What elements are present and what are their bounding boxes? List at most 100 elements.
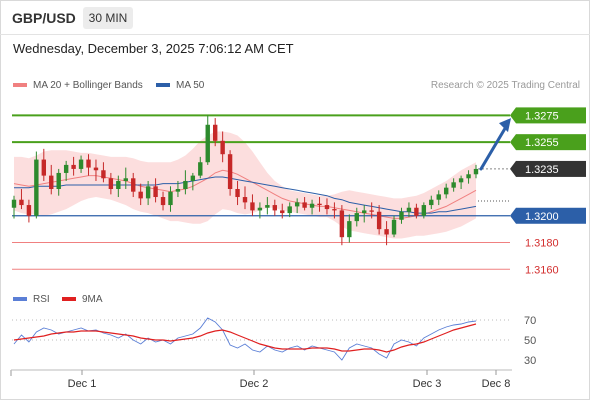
candle-body [93, 167, 99, 171]
price-level-label: 1.3200 [525, 211, 559, 223]
ma50-line [14, 176, 477, 214]
candle-body [145, 186, 151, 199]
price-level-tag-pointer [510, 207, 516, 224]
candle-body [473, 168, 479, 175]
x-axis-tick-label: Dec 1 [68, 378, 97, 390]
candle-body [384, 229, 389, 235]
rsi-tick-label: 50 [524, 335, 536, 347]
forecast-arrow-head [499, 118, 511, 133]
legend-rsi-label: RSI [33, 294, 50, 305]
candle-body [116, 180, 121, 189]
candle-body [41, 159, 47, 176]
candle-body [205, 124, 210, 163]
candle-body [34, 159, 39, 216]
candle-body [257, 207, 263, 211]
rsi-tick-label: 30 [524, 355, 536, 367]
legend-rsi: RSI [13, 294, 50, 305]
candle-body [108, 178, 114, 189]
candle-body [86, 159, 91, 168]
chart-datetime: Wednesday, December 3, 2025 7:06:12 AM C… [13, 41, 294, 56]
candle-body [242, 197, 248, 203]
candle-body [175, 189, 181, 192]
price-level-tag-pointer [510, 160, 516, 177]
candle-body [406, 207, 412, 212]
candle-body [11, 199, 17, 208]
price-level-tag [516, 160, 586, 177]
candle-body [168, 191, 173, 206]
candle-body [101, 170, 106, 179]
candle-body [19, 199, 24, 206]
candle-body [347, 221, 352, 238]
candle-body [362, 210, 367, 214]
legend-ma20-label: MA 20 + Bollinger Bands [33, 80, 143, 91]
candle-body [265, 205, 270, 208]
candle-body [49, 175, 54, 189]
rsi-9ma-line [13, 323, 477, 353]
rsi-tick-label: 70 [524, 315, 536, 327]
candle-body [250, 202, 255, 211]
candle-body [458, 178, 464, 183]
legend-ma50-label: MA 50 [176, 80, 205, 91]
candle-body [309, 203, 315, 208]
candle-body [294, 202, 300, 207]
legend-9ma-label: 9MA [82, 294, 103, 305]
price-level-label: 1.3180 [525, 238, 559, 250]
candle-body [160, 197, 166, 206]
candle-body [369, 210, 374, 212]
price-level-label: 1.3255 [525, 137, 559, 149]
candle-body [123, 178, 128, 181]
legend-9ma: 9MA [62, 294, 103, 305]
candle-body [190, 175, 196, 181]
candle-body [391, 219, 397, 235]
legend-ma20-swatch [13, 83, 27, 88]
candle-body [235, 189, 240, 198]
bollinger-band-area [14, 131, 476, 239]
candle-body [272, 205, 278, 211]
candle-body [183, 180, 188, 189]
candle-body [399, 211, 404, 220]
x-axis-tick-label: Dec 3 [413, 378, 442, 390]
legend-ma20: MA 20 + Bollinger Bands [13, 80, 143, 91]
candle-body [287, 206, 292, 214]
candle-body [443, 187, 449, 195]
price-level-tag [516, 207, 586, 224]
legend-ma50: MA 50 [156, 80, 204, 91]
price-level-label: 1.3235 [525, 164, 559, 176]
candle-body [220, 140, 225, 155]
price-level-tag [516, 107, 586, 124]
legend-ma50-swatch [156, 83, 170, 88]
candle-body [138, 191, 143, 199]
timeframe-badge[interactable]: 30 MIN [83, 7, 133, 29]
price-level-label: 1.3160 [525, 264, 559, 276]
candle-body [354, 213, 359, 222]
research-credit: Research © 2025 Trading Central [430, 80, 580, 91]
chart-header: GBP/USD 30 MIN [0, 0, 590, 35]
candle-body [212, 124, 218, 141]
candle-body [227, 154, 233, 189]
price-level-tag-pointer [510, 107, 516, 124]
price-level-tag-pointer [510, 134, 516, 151]
candle-body [339, 210, 345, 238]
candle-body [198, 162, 203, 176]
candle-body [324, 205, 330, 210]
candle-body [131, 178, 136, 192]
rsi-line [13, 317, 477, 361]
candle-body [63, 164, 69, 173]
ma20-line [13, 169, 477, 219]
legend-rsi-swatch [13, 297, 27, 302]
candle-body [376, 211, 382, 230]
candle-body [451, 182, 456, 188]
price-level-label: 1.3275 [525, 110, 559, 122]
forecast-arrow-shaft [479, 123, 509, 171]
candle-body [26, 205, 32, 216]
price-level-tag [516, 134, 586, 151]
candle-body [332, 209, 337, 211]
candle-body [78, 159, 84, 169]
candle-body [429, 199, 434, 206]
candle-body [421, 205, 427, 216]
candle-body [302, 202, 307, 208]
candle-body [280, 210, 285, 214]
candle-body [466, 174, 471, 179]
candle-body [317, 203, 322, 206]
